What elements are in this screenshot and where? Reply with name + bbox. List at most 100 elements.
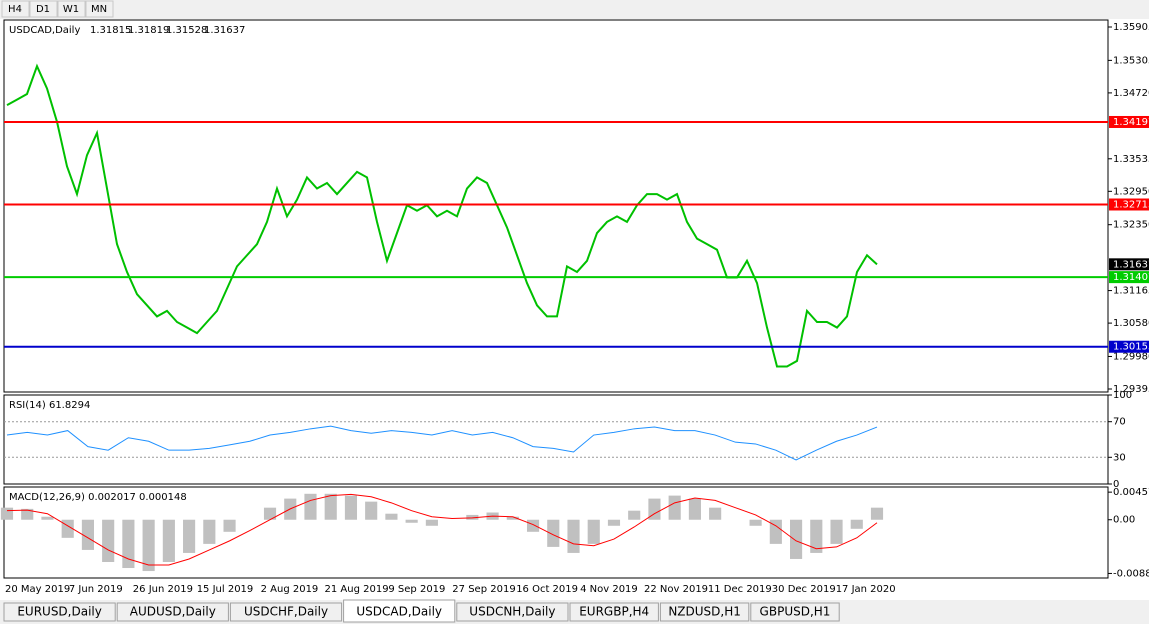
macd-bar	[425, 519, 438, 526]
macd-bar	[567, 519, 580, 553]
macd-bar	[385, 513, 398, 520]
date-label: 22 Nov 2019	[644, 584, 708, 595]
y-tick-label: 100	[1113, 390, 1132, 401]
date-label: 21 Aug 2019	[325, 584, 389, 595]
macd-bar	[607, 519, 621, 526]
date-label: 9 Sep 2019	[388, 584, 445, 595]
timeframe-button[interactable]	[29, 0, 58, 18]
y-tick-label: 0	[1113, 479, 1119, 490]
chart-tab[interactable]	[456, 602, 569, 622]
date-label: 2 Aug 2019	[261, 584, 319, 595]
y-tick-label: 1.33535	[1113, 154, 1149, 165]
macd-bar	[344, 495, 358, 520]
macd-bar	[81, 519, 94, 550]
macd-bar	[830, 519, 843, 544]
panel-title: MACD(12,26,9) 0.002017 0.000148	[9, 492, 187, 503]
level-label: 1.34197	[1113, 117, 1149, 128]
y-tick-label: -0.008897	[1113, 568, 1149, 579]
toolbar-bg	[0, 0, 1149, 19]
macd-bar	[183, 519, 196, 553]
macd-bar	[203, 519, 216, 544]
date-label: 27 Sep 2019	[452, 584, 515, 595]
macd-bar	[688, 498, 701, 520]
price-panel	[3, 19, 1109, 393]
macd-bar	[142, 519, 155, 572]
macd-bar	[526, 519, 540, 532]
chart-tab-label: USDCHF,Daily	[244, 605, 328, 619]
chart-tab-label: EURGBP,H4	[579, 605, 649, 619]
timeframe-button[interactable]	[57, 0, 86, 18]
macd-bar	[263, 507, 277, 520]
rsi-panel	[3, 394, 1109, 485]
y-tick-label: 1.31165	[1113, 286, 1149, 297]
ohlc-value: 1.31637	[204, 25, 245, 36]
macd-bar	[304, 493, 317, 520]
chart-tab-label: AUDUSD,Daily	[130, 605, 216, 619]
macd-bar	[122, 519, 135, 569]
chart-tab-label: NZDUSD,H1	[668, 605, 741, 619]
y-tick-label: 1.29980	[1113, 351, 1149, 362]
date-label: 17 Jan 2020	[836, 584, 896, 595]
y-tick-label: 1.30580	[1113, 318, 1149, 329]
chart-tab[interactable]	[569, 602, 659, 622]
macd-bar	[21, 508, 34, 520]
level-label-bg	[1109, 115, 1149, 128]
chart-tab-label: GBPUSD,H1	[760, 605, 831, 619]
level-label-bg	[1109, 271, 1149, 284]
timeframe-label: H4	[8, 4, 22, 15]
chart-tab-label: USDCAD,Daily	[356, 605, 442, 619]
chart-tab[interactable]	[343, 599, 456, 623]
date-label: 30 Dec 2019	[772, 584, 836, 595]
chart-tab[interactable]	[750, 602, 840, 622]
current-price: 1.31637	[1113, 259, 1149, 270]
chart-tab-label: USDCNH,Daily	[469, 605, 555, 619]
macd-bar	[850, 519, 863, 529]
macd-bar	[405, 519, 418, 523]
macd-bar	[810, 519, 823, 553]
y-tick-label: 70	[1113, 417, 1126, 428]
y-tick-label: 0.004572	[1113, 487, 1149, 498]
date-label: 4 Nov 2019	[580, 584, 638, 595]
macd-bar	[769, 519, 782, 544]
panel-title: RSI(14) 61.8294	[9, 400, 90, 411]
macd-bar	[547, 519, 560, 547]
date-label: 20 May 2019	[5, 584, 70, 595]
level-label: 1.32713	[1113, 199, 1149, 210]
chart-tab[interactable]	[116, 602, 229, 622]
macd-bar	[324, 493, 337, 520]
y-tick-label: 1.32350	[1113, 220, 1149, 231]
y-tick-label: 1.32950	[1113, 186, 1149, 197]
macd-bar	[668, 495, 681, 520]
level-label: 1.31407	[1113, 272, 1149, 283]
y-tick-label: 1.29395	[1113, 384, 1149, 395]
timeframe-button[interactable]	[1, 0, 30, 18]
macd-bar	[223, 519, 236, 532]
timeframe-button[interactable]	[85, 0, 114, 18]
macd-bar	[648, 498, 661, 520]
ohlc-value: 1.31819	[128, 25, 169, 36]
y-tick-label: 1.34720	[1113, 88, 1149, 99]
macd-bar	[466, 514, 479, 520]
chart-tab[interactable]	[659, 602, 750, 622]
date-label: 26 Jun 2019	[133, 584, 193, 595]
macd-bar	[102, 519, 115, 562]
ohlc-value: 1.31528	[166, 25, 207, 36]
ohlc-value: 1.31815	[90, 25, 131, 36]
chart-tab[interactable]	[229, 602, 343, 622]
y-tick-label: 1.35905	[1113, 22, 1149, 33]
macd-bar	[162, 519, 175, 562]
y-tick-label: 0.00	[1113, 515, 1135, 526]
macd-bar	[870, 507, 884, 520]
timeframe-label: D1	[36, 4, 50, 15]
date-label: 16 Oct 2019	[516, 584, 578, 595]
timeframe-label: W1	[63, 4, 79, 15]
y-tick-label: 30	[1113, 452, 1126, 463]
chart-tab[interactable]	[3, 602, 116, 622]
level-label-bg	[1109, 198, 1149, 211]
signal-line	[6, 493, 878, 566]
date-label: 11 Dec 2019	[708, 584, 772, 595]
macd-bar	[587, 519, 600, 544]
date-label: 7 Jun 2019	[69, 584, 123, 595]
level-label: 1.30155	[1113, 342, 1149, 353]
